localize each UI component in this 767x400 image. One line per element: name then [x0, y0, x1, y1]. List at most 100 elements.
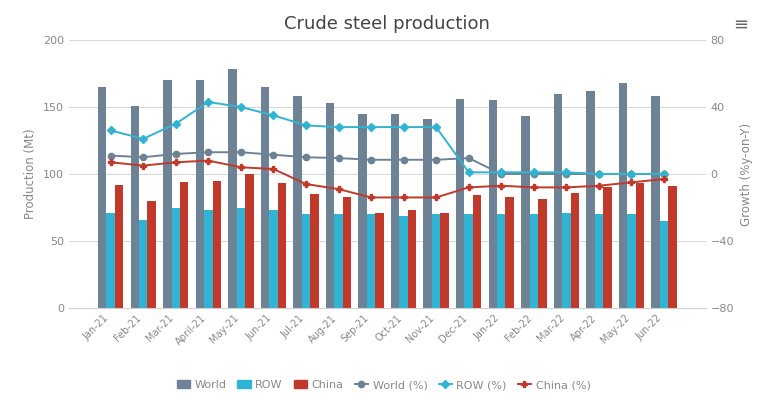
Bar: [130, 106, 139, 308]
Bar: [660, 221, 668, 308]
World (%): [432, 157, 441, 162]
Bar: [139, 220, 147, 308]
Bar: [147, 201, 156, 308]
Bar: [326, 103, 334, 308]
Bar: [400, 216, 408, 308]
Bar: [651, 96, 660, 308]
Bar: [269, 210, 278, 308]
Bar: [562, 213, 571, 308]
Bar: [245, 174, 254, 308]
Bar: [538, 200, 547, 308]
Bar: [334, 214, 343, 308]
Bar: [98, 87, 107, 308]
China (%): [594, 183, 604, 188]
Bar: [408, 210, 416, 308]
Bar: [554, 94, 562, 308]
Bar: [343, 197, 351, 308]
ROW (%): [236, 104, 245, 109]
Bar: [668, 186, 676, 308]
Bar: [228, 70, 237, 308]
ROW (%): [399, 125, 408, 130]
Bar: [432, 214, 440, 308]
ROW (%): [594, 172, 604, 176]
World (%): [171, 152, 180, 156]
China (%): [497, 183, 506, 188]
Title: Crude steel production: Crude steel production: [285, 15, 490, 33]
ROW (%): [464, 170, 473, 175]
Bar: [358, 114, 367, 308]
World (%): [594, 172, 604, 176]
World (%): [497, 172, 506, 176]
China (%): [529, 185, 538, 190]
Bar: [375, 213, 384, 308]
ROW (%): [171, 121, 180, 126]
Bar: [391, 114, 400, 308]
Bar: [212, 181, 221, 308]
Bar: [627, 214, 636, 308]
Bar: [489, 100, 497, 308]
Line: World (%): World (%): [107, 149, 667, 177]
World (%): [529, 172, 538, 176]
World (%): [367, 157, 376, 162]
ROW (%): [334, 125, 343, 130]
China (%): [139, 163, 148, 168]
Bar: [521, 116, 529, 308]
Bar: [473, 196, 482, 308]
World (%): [561, 172, 571, 176]
Bar: [196, 80, 204, 308]
China (%): [627, 180, 636, 185]
World (%): [334, 156, 343, 160]
World (%): [139, 155, 148, 160]
Text: ≡: ≡: [732, 16, 748, 34]
Bar: [367, 214, 375, 308]
Line: ROW (%): ROW (%): [108, 99, 667, 177]
Bar: [237, 208, 245, 308]
Bar: [180, 182, 189, 308]
World (%): [236, 150, 245, 155]
Bar: [497, 214, 505, 308]
ROW (%): [660, 172, 669, 176]
Bar: [204, 210, 212, 308]
China (%): [334, 187, 343, 192]
China (%): [660, 177, 669, 182]
China (%): [464, 185, 473, 190]
Bar: [172, 208, 180, 308]
China (%): [561, 185, 571, 190]
China (%): [171, 160, 180, 165]
Bar: [301, 214, 310, 308]
World (%): [106, 153, 115, 158]
China (%): [204, 158, 213, 163]
Bar: [115, 185, 123, 308]
China (%): [268, 166, 278, 171]
Bar: [529, 214, 538, 308]
Bar: [310, 194, 318, 308]
Bar: [293, 96, 301, 308]
ROW (%): [561, 170, 571, 175]
World (%): [399, 157, 408, 162]
ROW (%): [106, 128, 115, 133]
China (%): [367, 195, 376, 200]
Bar: [278, 183, 286, 308]
ROW (%): [627, 172, 636, 176]
Line: China (%): China (%): [107, 158, 667, 200]
China (%): [236, 165, 245, 170]
Bar: [594, 214, 603, 308]
Bar: [505, 197, 514, 308]
World (%): [660, 172, 669, 176]
Bar: [440, 213, 449, 308]
ROW (%): [497, 170, 506, 175]
Bar: [586, 91, 594, 308]
ROW (%): [268, 113, 278, 118]
Y-axis label: Growth (%y-on-Y): Growth (%y-on-Y): [739, 122, 752, 226]
Bar: [636, 183, 644, 308]
China (%): [432, 195, 441, 200]
World (%): [268, 152, 278, 157]
China (%): [106, 160, 115, 165]
ROW (%): [139, 136, 148, 141]
Bar: [107, 213, 115, 308]
ROW (%): [204, 100, 213, 104]
Bar: [603, 187, 611, 308]
Bar: [163, 80, 172, 308]
ROW (%): [367, 125, 376, 130]
China (%): [399, 195, 408, 200]
